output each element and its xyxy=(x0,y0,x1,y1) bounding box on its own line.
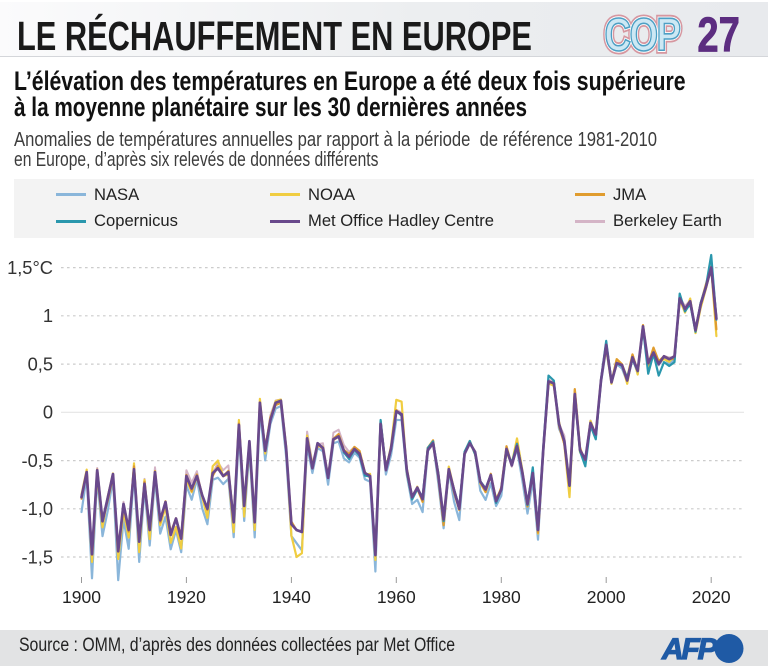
svg-text:1,5°C: 1,5°C xyxy=(7,257,53,278)
svg-text:1960: 1960 xyxy=(377,587,416,607)
svg-text:1940: 1940 xyxy=(272,587,311,607)
svg-text:-0,5: -0,5 xyxy=(21,450,53,471)
svg-text:AFP: AFP xyxy=(661,634,719,664)
svg-text:1: 1 xyxy=(43,305,53,326)
svg-text:COP: COP xyxy=(604,8,680,58)
svg-text:1920: 1920 xyxy=(167,587,206,607)
svg-text:1980: 1980 xyxy=(482,587,521,607)
svg-text:1900: 1900 xyxy=(62,587,101,607)
svg-text:2000: 2000 xyxy=(587,587,626,607)
svg-text:-1,5: -1,5 xyxy=(21,546,53,567)
svg-text:2020: 2020 xyxy=(692,587,731,607)
svg-text:-1,0: -1,0 xyxy=(21,498,53,519)
svg-text:27: 27 xyxy=(697,8,740,58)
svg-text:COP: COP xyxy=(604,8,680,58)
svg-text:COP: COP xyxy=(604,8,680,58)
svg-text:0: 0 xyxy=(43,402,53,423)
svg-text:0,5: 0,5 xyxy=(28,353,53,374)
